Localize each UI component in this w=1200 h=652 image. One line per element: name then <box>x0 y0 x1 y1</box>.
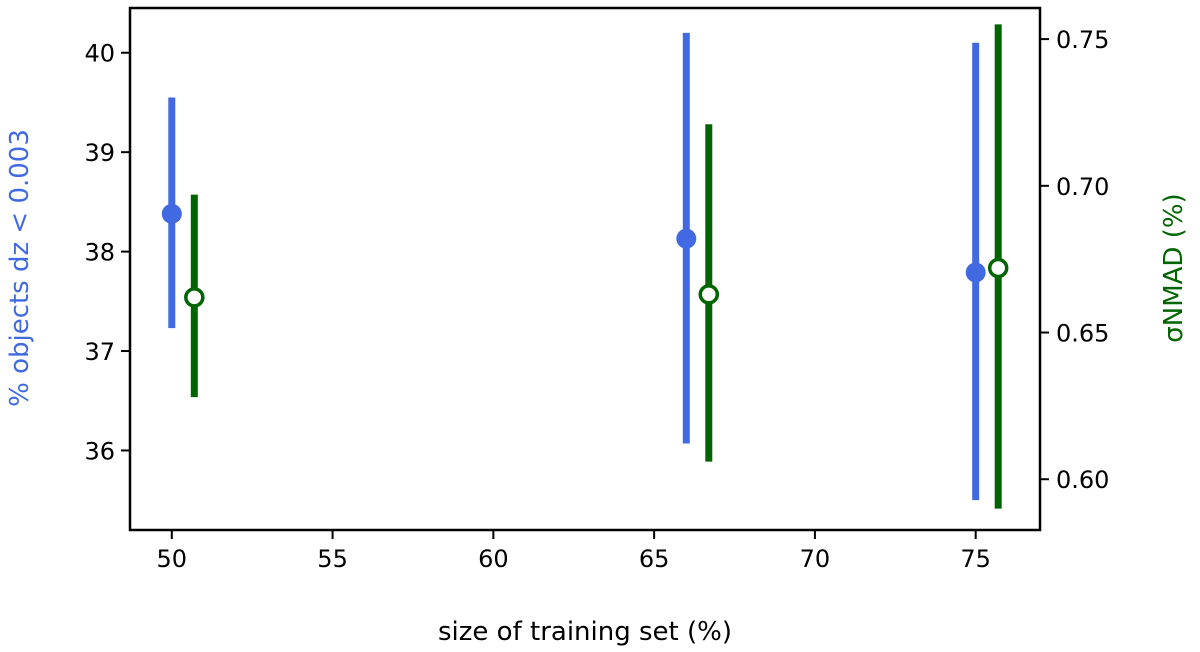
y-tick-label-left: 38 <box>84 239 115 267</box>
x-tick-label: 55 <box>317 545 348 573</box>
y-tick-label-left: 40 <box>84 40 115 68</box>
y-axis-label-left: % objects dz < 0.003 <box>5 129 35 407</box>
data-point <box>965 262 986 283</box>
x-tick-label: 50 <box>157 545 188 573</box>
y-tick-label-left: 37 <box>84 338 115 366</box>
chart-marks <box>161 24 1009 509</box>
y-tick-label-right: 0.70 <box>1056 173 1109 201</box>
x-tick-label: 70 <box>800 545 831 573</box>
data-point <box>676 228 697 249</box>
y-tick-label-right: 0.60 <box>1056 466 1109 494</box>
chart-ticks: 50 55 60 65 70 75 36 37 38 39 40 0.60 0.65 0.70 0.75 <box>84 26 1109 573</box>
y-tick-label-left: 39 <box>84 139 115 167</box>
y-axis-label-right: σNMAD (%) <box>1159 193 1189 342</box>
x-tick-label: 65 <box>639 545 670 573</box>
data-point <box>161 203 182 224</box>
data-point <box>184 287 205 308</box>
y-tick-label-right: 0.65 <box>1056 320 1109 348</box>
y-tick-label-right: 0.75 <box>1056 26 1109 54</box>
data-point <box>987 257 1009 279</box>
x-axis-label: size of training set (%) <box>438 617 732 647</box>
y-tick-label-left: 36 <box>84 437 115 465</box>
data-point <box>698 284 720 305</box>
plot-frame <box>128 6 1042 532</box>
x-tick-label: 60 <box>478 545 509 573</box>
x-tick-label: 75 <box>960 545 991 573</box>
